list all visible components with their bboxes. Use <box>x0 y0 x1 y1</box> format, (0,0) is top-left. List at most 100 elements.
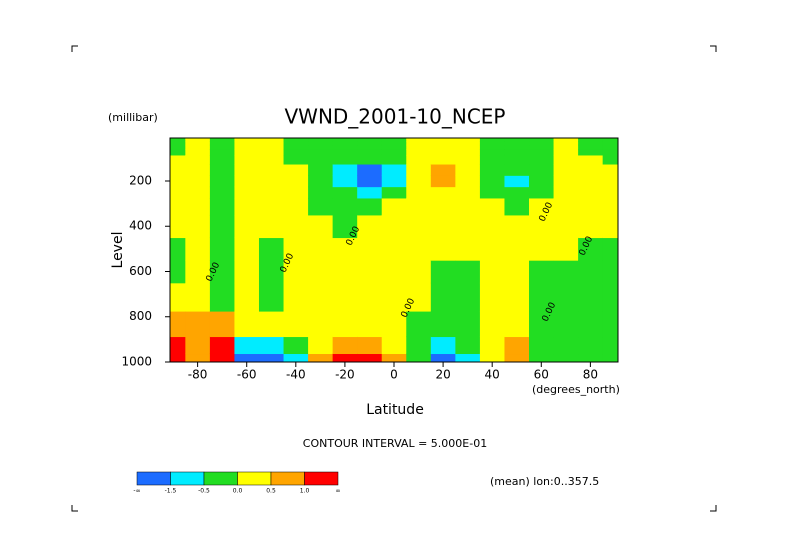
contour-cell <box>308 139 334 142</box>
colorbar-label: ∞ <box>336 488 341 495</box>
contour-cell <box>357 237 383 261</box>
contour-cell <box>332 336 358 355</box>
contour-cell <box>185 260 211 284</box>
x-tick-label: 60 <box>534 368 549 382</box>
contour-cell <box>381 214 407 239</box>
contour-cell <box>170 186 186 199</box>
contour-cell <box>283 311 309 338</box>
contour-cell <box>332 197 358 216</box>
contour-cell <box>308 197 334 216</box>
contour-cell <box>479 353 505 363</box>
contour-cell <box>553 138 579 140</box>
contour-cell <box>406 311 432 338</box>
contour-cell <box>283 164 309 176</box>
contour-cell <box>332 164 358 176</box>
contour-cell <box>357 282 383 312</box>
colorbar-label: 0.5 <box>266 488 276 495</box>
contour-cell <box>479 214 505 239</box>
contour-cell <box>578 139 604 142</box>
contour-cell <box>234 139 260 142</box>
contour-cell <box>308 282 334 312</box>
contour-cell <box>602 336 619 355</box>
contour-cell <box>209 237 235 261</box>
contour-cell <box>504 139 530 142</box>
contour-cell <box>258 282 285 312</box>
contour-cell <box>479 282 505 312</box>
contour-cell <box>455 260 481 284</box>
contour-cell <box>578 138 604 140</box>
y-tick-label: 400 <box>129 219 152 233</box>
contour-cell <box>234 164 260 176</box>
contour-cell <box>170 214 186 239</box>
x-units: (degrees_north) <box>532 383 620 396</box>
contour-cell <box>308 175 334 188</box>
contour-cell <box>185 197 211 216</box>
contour-cell <box>209 154 235 165</box>
contour-cell <box>479 175 505 188</box>
colorbar-swatch <box>203 471 238 486</box>
contour-cell <box>185 353 211 363</box>
contour-cell <box>381 139 407 142</box>
contour-cell <box>308 336 334 355</box>
contour-cell <box>332 144 358 150</box>
colorbar-swatch <box>170 471 205 486</box>
contour-cell <box>602 149 619 156</box>
contour-cell <box>529 186 555 199</box>
contour-cell <box>209 144 235 150</box>
contour-cell <box>258 353 285 363</box>
contour-cell <box>529 353 555 363</box>
y-tick-label: 1000 <box>121 355 152 369</box>
contour-cell <box>234 141 260 146</box>
contour-cell <box>578 164 604 176</box>
contour-cell <box>170 175 186 188</box>
contour-cell <box>479 154 505 165</box>
contour-cell <box>185 336 211 355</box>
contour-cell <box>529 138 555 140</box>
contour-cell <box>455 164 481 176</box>
contour-cell <box>258 154 285 165</box>
contour-cell <box>234 282 260 312</box>
contour-cell <box>234 311 260 338</box>
contour-cell <box>602 186 619 199</box>
contour-cell <box>170 260 186 284</box>
contour-cell <box>578 175 604 188</box>
contour-cell <box>406 149 432 156</box>
contour-cell <box>283 141 309 146</box>
contour-cell <box>308 214 334 239</box>
contour-cell <box>283 186 309 199</box>
contour-cell <box>170 144 186 150</box>
colorbar-swatch <box>237 471 272 486</box>
contour-cell <box>170 149 186 156</box>
contour-cell <box>170 282 186 312</box>
contour-cell <box>332 214 358 239</box>
contour-cell <box>258 197 285 216</box>
contour-cell <box>381 186 407 199</box>
contour-cell <box>578 197 604 216</box>
contour-cell <box>406 175 432 188</box>
colorbar-swatch <box>136 471 171 486</box>
contour-cell <box>504 197 530 216</box>
contour-cell <box>455 336 481 355</box>
contour-cell <box>430 260 456 284</box>
contour-cell <box>258 149 285 156</box>
contour-cell <box>479 186 505 199</box>
contour-cell <box>381 141 407 146</box>
mean-note: (mean) lon:0..357.5 <box>490 475 599 488</box>
contour-cell <box>479 260 505 284</box>
contour-cell <box>185 175 211 188</box>
contour-cell <box>283 336 309 355</box>
contour-cell <box>529 197 555 216</box>
contour-cell <box>529 336 555 355</box>
colorbar-label: 1.0 <box>300 488 310 495</box>
contour-cell <box>234 186 260 199</box>
contour-cell <box>578 149 604 156</box>
contour-cell <box>578 214 604 239</box>
contour-cell <box>553 237 579 261</box>
contour-cell <box>308 164 334 176</box>
contour-cell <box>258 164 285 176</box>
contour-cell <box>529 149 555 156</box>
contour-cell <box>381 282 407 312</box>
contour-cell <box>209 139 235 142</box>
contour-cell <box>332 260 358 284</box>
